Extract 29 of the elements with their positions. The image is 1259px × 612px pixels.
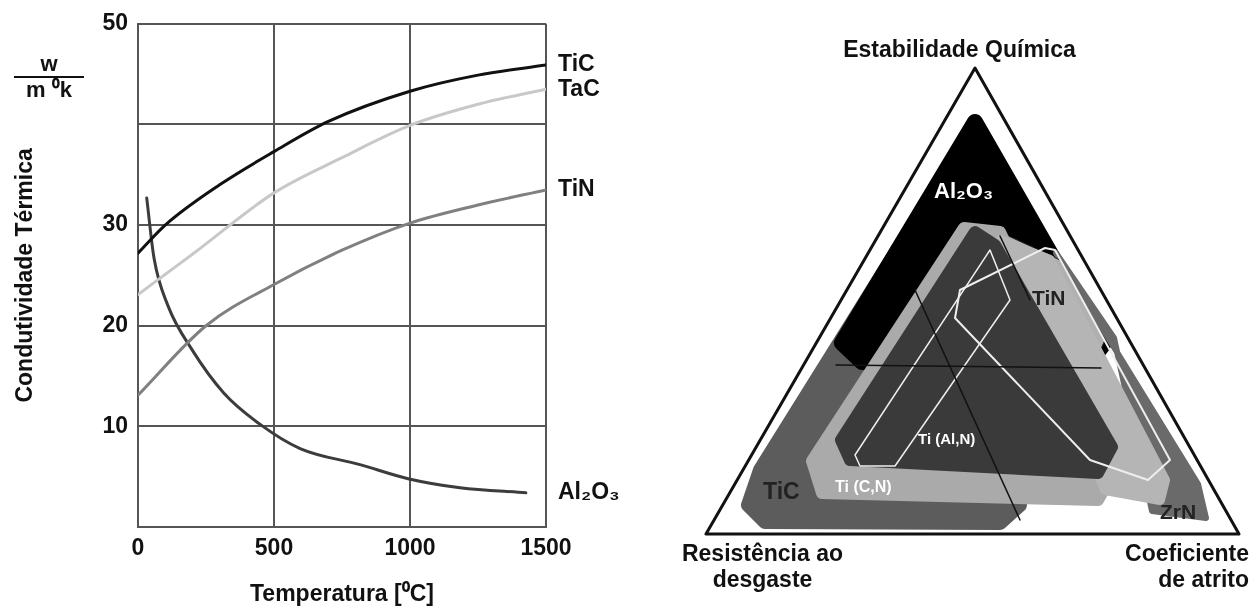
y-tick-label: 10 [102, 411, 128, 438]
text: Al₂O₃ [934, 178, 994, 204]
x-tick-label: 0 [131, 534, 145, 561]
y-axis-title: Condutividade Térmica [11, 148, 38, 403]
series-label: TiC [558, 50, 595, 77]
series-label: TiN [558, 175, 595, 202]
line-series [138, 188, 546, 397]
text: Estabilidade Química [842, 36, 1077, 63]
text: Ti (C,N) [835, 478, 892, 496]
y-tick-label: 50 [102, 9, 128, 36]
text: ZrN [1160, 500, 1197, 524]
x-axis-title: Temperatura [⁰C] [250, 579, 434, 606]
text: Coeficiente de atrito [1124, 540, 1249, 592]
series-label: Al₂O₃ [558, 478, 620, 505]
y-tick-label: 20 [102, 311, 128, 338]
line-series [138, 63, 546, 255]
x-tick-label: 1500 [520, 534, 572, 561]
text: TiN [1032, 286, 1066, 310]
text: Ti (Al,N) [918, 430, 976, 447]
y-tick-label: 30 [102, 210, 128, 237]
series-label: TaC [558, 74, 600, 101]
text: Resistência ao desgaste [680, 540, 845, 592]
x-tick-label: 500 [254, 534, 294, 561]
x-tick-label: 1000 [384, 534, 436, 561]
text: w [14, 51, 84, 78]
text: m ⁰k [25, 77, 73, 102]
line-series [145, 196, 528, 495]
line-series [138, 87, 546, 297]
text: TiC [763, 478, 800, 505]
